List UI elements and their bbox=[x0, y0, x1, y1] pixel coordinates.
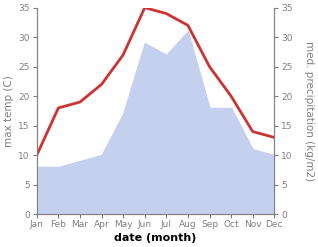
X-axis label: date (month): date (month) bbox=[114, 233, 197, 243]
Y-axis label: max temp (C): max temp (C) bbox=[4, 75, 14, 147]
Y-axis label: med. precipitation (kg/m2): med. precipitation (kg/m2) bbox=[304, 41, 314, 181]
